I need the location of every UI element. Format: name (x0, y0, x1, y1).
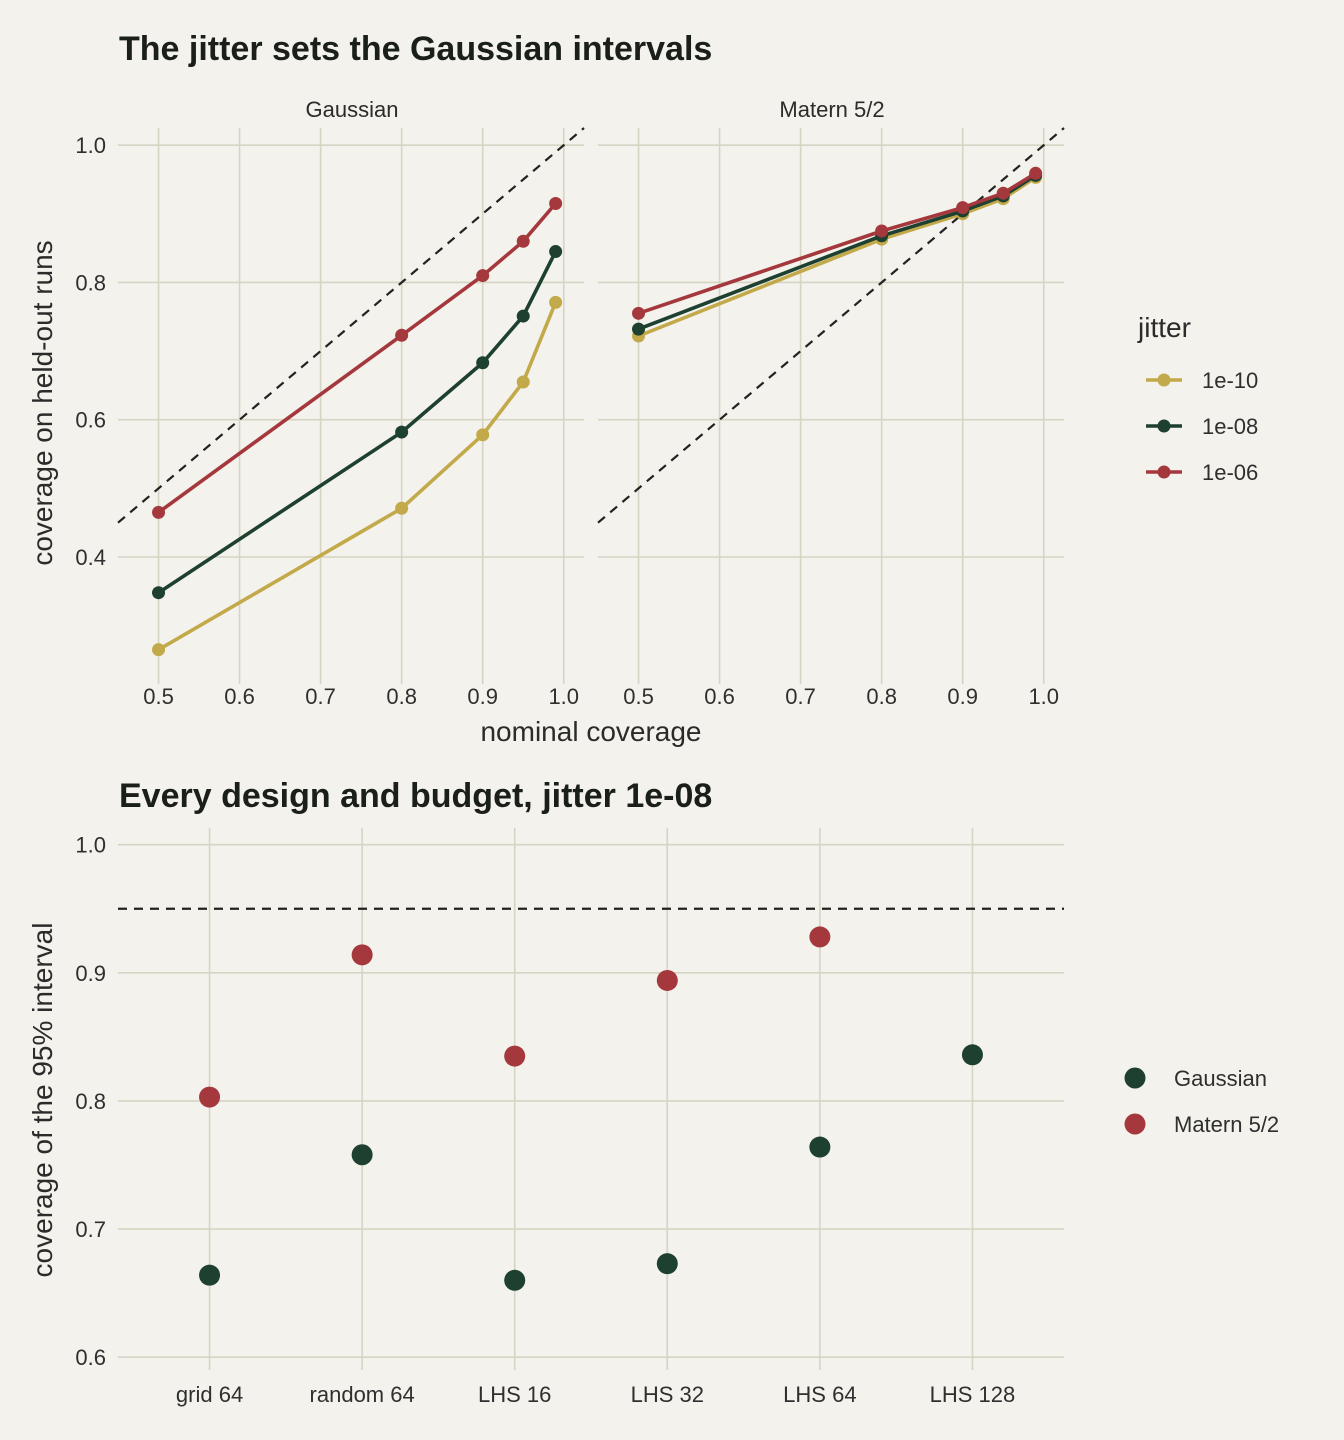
bottom-chart: Every design and budget, jitter 1e-08 0.… (27, 777, 1279, 1407)
data-point-gaussian (961, 1044, 983, 1066)
top-x-axis-title: nominal coverage (480, 716, 701, 747)
top-chart-title: The jitter sets the Gaussian intervals (119, 30, 712, 68)
data-point-matern (504, 1045, 526, 1067)
x-tick-label: LHS 64 (783, 1382, 856, 1407)
data-point-gaussian (656, 1253, 678, 1275)
x-tick-label: 0.7 (305, 684, 336, 709)
data-point (516, 234, 530, 248)
reference-line (597, 127, 1065, 524)
top-legend-title: jitter (1137, 312, 1191, 343)
x-tick-label: 0.6 (224, 684, 255, 709)
y-tick-label: 0.6 (75, 408, 106, 433)
legend-key-point (1157, 373, 1171, 387)
top-chart: The jitter sets the Gaussian intervals G… (27, 30, 1258, 747)
legend-entry-matern: Matern 5/2 (1124, 1112, 1279, 1137)
reference-line (117, 127, 585, 524)
top-y-axis-title: coverage on held-out runs (27, 240, 58, 565)
legend-key-point (1157, 465, 1171, 479)
facet-panel-matern (597, 127, 1065, 684)
data-point-matern (351, 944, 373, 966)
y-tick-label: 0.6 (75, 1345, 106, 1370)
legend-key-point (1124, 1113, 1146, 1135)
data-point (395, 328, 409, 342)
x-tick-label: 0.7 (785, 684, 816, 709)
data-point (956, 201, 970, 215)
data-point-gaussian (199, 1264, 221, 1286)
legend-label: 1e-08 (1202, 414, 1258, 439)
data-point (476, 356, 490, 370)
top-x-ticks: 0.5 0.6 0.7 0.8 0.9 1.0 0.5 0.6 0.7 0.8 0.9 1.0 (143, 684, 1059, 709)
data-point-gaussian (809, 1136, 831, 1158)
data-point (476, 269, 490, 283)
x-tick-label: 0.9 (467, 684, 498, 709)
facet-strip-matern: Matern 5/2 (779, 97, 884, 122)
x-tick-label: 0.9 (947, 684, 978, 709)
data-point (632, 322, 646, 336)
x-tick-label: 0.5 (623, 684, 654, 709)
y-tick-label: 0.8 (75, 1089, 106, 1114)
data-point (395, 501, 409, 515)
legend-entry-1e-08: 1e-08 (1146, 414, 1258, 439)
data-point (549, 245, 563, 259)
data-point (549, 197, 563, 211)
facet-strip-gaussian: Gaussian (306, 97, 399, 122)
legend-entry-1e-06: 1e-06 (1146, 460, 1258, 485)
bottom-y-ticks: 0.6 0.7 0.8 0.9 1.0 (75, 833, 106, 1371)
legend-label: 1e-06 (1202, 460, 1258, 485)
data-point (549, 295, 563, 309)
data-point (476, 428, 490, 442)
x-tick-label: 0.8 (386, 684, 417, 709)
y-tick-label: 0.7 (75, 1217, 106, 1242)
x-tick-label: random 64 (310, 1382, 415, 1407)
data-point (996, 186, 1010, 200)
legend-entry-1e-10: 1e-10 (1146, 368, 1258, 393)
data-point-matern (656, 969, 678, 991)
legend-label: Gaussian (1174, 1066, 1267, 1091)
legend-key-point (1124, 1067, 1146, 1089)
data-point (632, 306, 646, 320)
data-point (152, 505, 166, 519)
legend-entry-gaussian: Gaussian (1124, 1066, 1267, 1091)
data-point (152, 586, 166, 600)
data-point (516, 375, 530, 389)
x-tick-label: LHS 128 (930, 1382, 1016, 1407)
legend-label: 1e-10 (1202, 368, 1258, 393)
data-point-gaussian (504, 1269, 526, 1291)
y-tick-label: 0.9 (75, 961, 106, 986)
data-point-gaussian (351, 1144, 373, 1166)
x-tick-label: 0.8 (866, 684, 897, 709)
y-tick-label: 0.4 (75, 545, 106, 570)
x-tick-label: LHS 16 (478, 1382, 551, 1407)
x-tick-label: LHS 32 (631, 1382, 704, 1407)
data-point (516, 309, 530, 323)
top-panels (117, 127, 1065, 684)
bottom-panel (118, 828, 1064, 1370)
x-tick-label: 1.0 (548, 684, 579, 709)
legend-key-point (1157, 419, 1171, 433)
data-point-matern (809, 926, 831, 948)
bottom-y-axis-title: coverage of the 95% interval (27, 923, 58, 1278)
bottom-chart-title: Every design and budget, jitter 1e-08 (119, 777, 712, 815)
facet-panel-gaussian (117, 127, 585, 684)
bottom-legend: Gaussian Matern 5/2 (1124, 1066, 1279, 1137)
y-tick-label: 1.0 (75, 133, 106, 158)
x-tick-label: 0.6 (704, 684, 735, 709)
y-tick-label: 1.0 (75, 833, 106, 858)
legend-label: Matern 5/2 (1174, 1112, 1279, 1137)
data-point (1029, 166, 1043, 180)
bottom-x-ticks: grid 64 random 64 LHS 16 LHS 32 LHS 64 LHS 12… (176, 1382, 1015, 1407)
data-point (395, 425, 409, 439)
data-point (152, 643, 166, 657)
x-tick-label: 0.5 (143, 684, 174, 709)
top-legend-entries: 1e-10 1e-08 1e-06 (1146, 368, 1258, 485)
x-tick-label: 1.0 (1028, 684, 1059, 709)
top-legend: jitter 1e-10 1e-08 1e-06 (1137, 312, 1258, 485)
top-y-ticks: 0.4 0.6 0.8 1.0 (75, 133, 106, 570)
data-point (875, 224, 889, 238)
data-point-matern (199, 1086, 221, 1108)
y-tick-label: 0.8 (75, 270, 106, 295)
x-tick-label: grid 64 (176, 1382, 243, 1407)
